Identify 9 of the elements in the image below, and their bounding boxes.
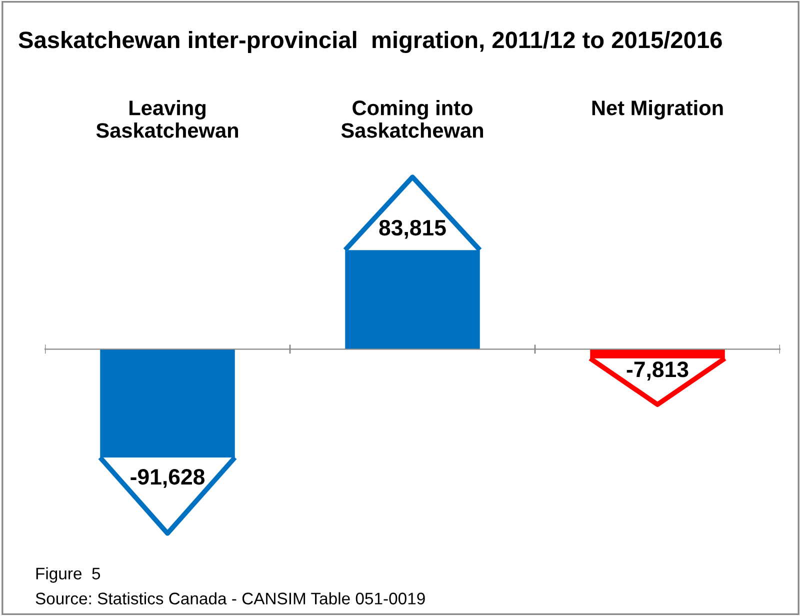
source-note: Source: Statistics Canada - CANSIM Table 051-0019 <box>36 592 425 604</box>
caption: Figure 5 <box>36 567 100 583</box>
data-label: -91,628 <box>130 468 205 488</box>
data-label: 83,815 <box>379 220 446 239</box>
x-tick-label: Coming into Saskatchewan <box>341 100 484 138</box>
x-tick-label: Leaving Saskatchewan <box>96 100 238 138</box>
chart-title: Saskatchewan inter-provincial migration, 2011/12 to 2015/2016 <box>18 30 722 54</box>
x-tick-label: Net Migration <box>592 100 723 120</box>
data-label: -7,813 <box>626 362 688 380</box>
